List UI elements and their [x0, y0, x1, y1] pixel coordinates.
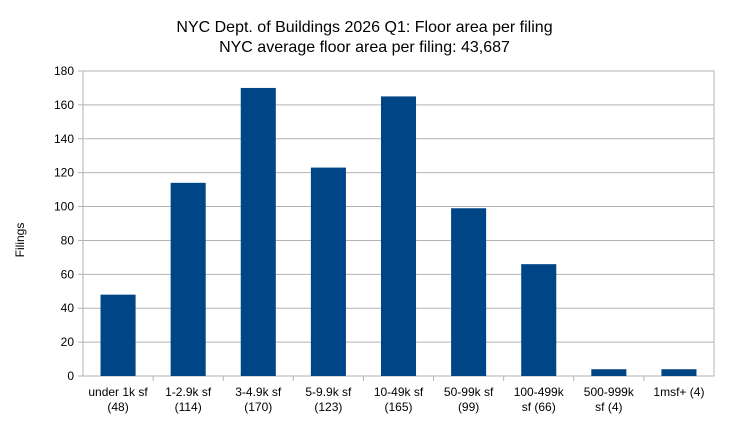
- bar: [521, 264, 557, 376]
- y-tick-label: 20: [61, 335, 75, 349]
- bar: [380, 96, 417, 377]
- chart-subtitle: NYC average floor area per filing: 43,68…: [219, 39, 510, 56]
- x-tick-label: (114): [175, 400, 202, 414]
- bar: [661, 369, 697, 376]
- y-tick-label: 160: [54, 98, 74, 112]
- x-tick-label: (48): [107, 400, 128, 414]
- bar: [591, 369, 627, 376]
- x-tick-label: 50-99k sf: [444, 385, 494, 399]
- x-tick-label: under 1k sf: [88, 385, 148, 399]
- x-tick-label: 1-2.9k sf: [165, 385, 212, 399]
- bar: [100, 294, 136, 376]
- y-tick-label: 80: [61, 233, 75, 247]
- y-tick-label: 120: [54, 166, 74, 180]
- x-tick-label: (170): [244, 400, 272, 414]
- chart-title: NYC Dept. of Buildings 2026 Q1: Floor ar…: [176, 19, 553, 36]
- x-tick-label: (165): [384, 400, 412, 414]
- bar: [451, 208, 487, 376]
- x-tick-label: 100-499k: [514, 385, 565, 399]
- x-tick-label: 3-4.9k sf: [235, 385, 282, 399]
- y-tick-label: 40: [61, 301, 75, 315]
- x-tick-label: sf (66): [522, 400, 556, 414]
- y-tick-label: 140: [54, 132, 74, 146]
- y-tick-label: 180: [54, 64, 74, 78]
- x-tick-label: 1msf+ (4): [653, 385, 704, 399]
- x-tick-label: 5-9.9k sf: [305, 385, 352, 399]
- chart-title-block: NYC Dept. of Buildings 2026 Q1: Floor ar…: [0, 18, 729, 58]
- bar: [170, 182, 206, 376]
- y-tick-label: 0: [67, 369, 74, 383]
- x-tick-label: (123): [314, 400, 342, 414]
- bar: [240, 87, 276, 376]
- y-tick-label: 100: [54, 200, 74, 214]
- y-tick-label: 60: [61, 267, 75, 281]
- x-tick-label: (99): [458, 400, 479, 414]
- bar: [310, 167, 346, 376]
- x-tick-label: 500-999k: [584, 385, 635, 399]
- x-tick-label: 10-49k sf: [374, 385, 424, 399]
- x-tick-label: sf (4): [595, 400, 622, 414]
